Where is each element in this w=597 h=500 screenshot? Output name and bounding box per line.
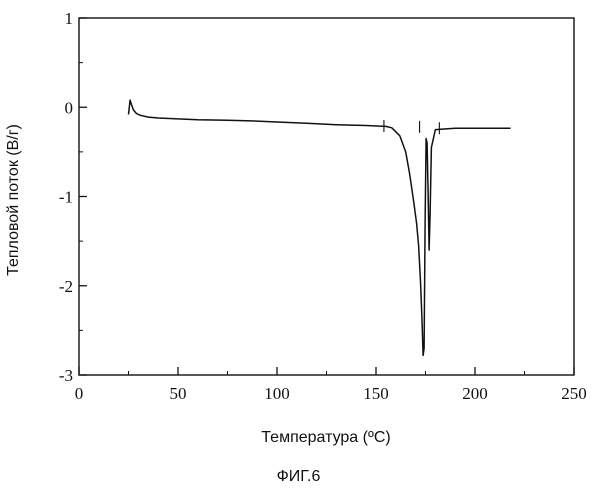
y-tick-label: -2: [59, 277, 73, 296]
plot-frame: [79, 18, 574, 375]
y-tick-label: 0: [65, 98, 74, 117]
figure-caption: ФИГ.6: [0, 468, 597, 486]
x-tick-label: 250: [561, 384, 587, 403]
x-tick-label: 0: [75, 384, 84, 403]
y-tick-label: 1: [65, 9, 74, 28]
x-tick-label: 200: [462, 384, 488, 403]
y-tick-label: -3: [59, 366, 73, 385]
dsc-curve: [129, 100, 511, 355]
x-tick-label: 50: [170, 384, 187, 403]
y-axis-label: Тепловой поток (В/г): [5, 124, 22, 276]
x-tick-label: 100: [264, 384, 290, 403]
x-axis-label: Температура (ºС): [261, 429, 390, 446]
y-tick-label: -1: [59, 188, 73, 207]
plot-area: 0 50 100 150 200 250 -3 -2 -1 0 1: [59, 9, 587, 403]
x-tick-label: 150: [363, 384, 389, 403]
